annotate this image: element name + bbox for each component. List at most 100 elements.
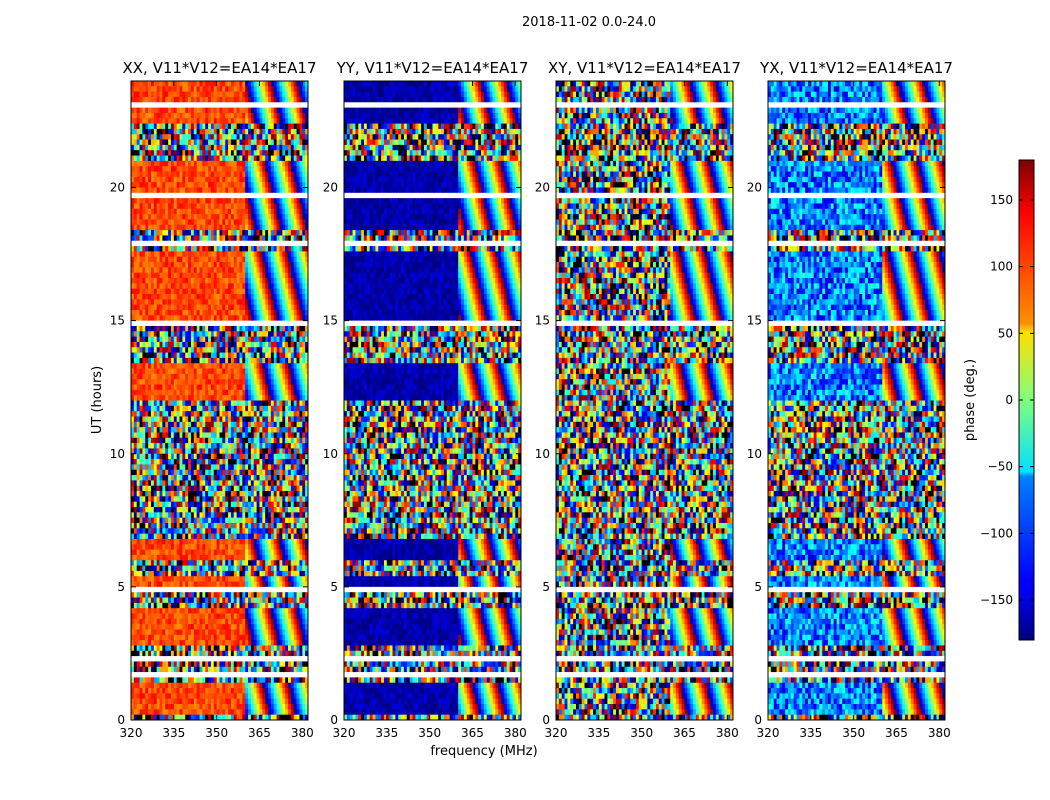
heatmap-cell xyxy=(265,262,269,268)
heatmap-cell xyxy=(290,134,295,140)
heatmap-cell xyxy=(170,240,175,247)
heatmap-cell xyxy=(213,389,218,396)
heatmap-cell xyxy=(131,309,135,316)
heatmap-cell xyxy=(179,480,183,487)
heatmap-cell xyxy=(170,320,175,327)
heatmap-cell xyxy=(299,389,303,396)
heatmap-cell xyxy=(256,283,260,290)
heatmap-cell xyxy=(156,411,160,417)
heatmap-cell xyxy=(282,325,286,332)
heatmap-cell xyxy=(173,155,178,162)
heatmap-cell xyxy=(245,118,249,125)
heatmap-cell xyxy=(259,373,263,380)
heatmap-cell xyxy=(173,107,178,114)
heatmap-cell xyxy=(279,294,283,300)
heatmap-cell xyxy=(131,208,135,215)
heatmap-cell xyxy=(305,240,309,247)
heatmap-cell xyxy=(259,411,263,417)
heatmap-cell xyxy=(239,171,243,178)
heatmap-cell xyxy=(239,283,243,290)
heatmap-cell xyxy=(202,251,206,258)
heatmap-cell xyxy=(248,107,252,114)
heatmap-cell xyxy=(216,283,220,290)
heatmap-cell xyxy=(142,384,146,391)
heatmap-cell xyxy=(199,283,203,290)
heatmap-cell xyxy=(156,389,160,396)
heatmap-cell xyxy=(233,182,238,188)
heatmap-cell xyxy=(245,208,249,215)
heatmap-cell xyxy=(142,464,146,471)
heatmap-cell xyxy=(285,464,289,471)
heatmap-cell xyxy=(213,214,218,220)
heatmap-cell xyxy=(136,491,140,497)
heatmap-cell xyxy=(196,144,200,151)
heatmap-cell xyxy=(173,336,178,343)
heatmap-cell xyxy=(159,267,163,274)
heatmap-cell xyxy=(182,251,186,258)
heatmap-cell xyxy=(230,496,235,503)
heatmap-cell xyxy=(296,485,300,492)
heatmap-cell xyxy=(165,96,169,103)
heatmap-cell xyxy=(199,224,203,231)
heatmap-cell xyxy=(276,389,280,396)
heatmap-cell xyxy=(219,480,223,487)
heatmap-cell xyxy=(262,102,266,109)
heatmap-cell xyxy=(296,400,300,407)
heatmap-cell xyxy=(236,331,240,337)
heatmap-cell xyxy=(145,480,149,487)
heatmap-cell xyxy=(185,395,189,401)
heatmap-cell xyxy=(148,91,152,98)
heatmap-cell xyxy=(153,278,158,284)
heatmap-cell xyxy=(270,128,275,135)
heatmap-cell xyxy=(236,219,240,226)
heatmap-cell xyxy=(273,139,277,146)
heatmap-cell xyxy=(279,421,283,428)
heatmap-cell xyxy=(173,251,178,258)
heatmap-cell xyxy=(213,405,218,412)
heatmap-cell xyxy=(216,214,220,220)
heatmap-cell xyxy=(276,176,280,183)
heatmap-cell xyxy=(250,437,255,444)
heatmap-cell xyxy=(228,246,232,252)
heatmap-cell xyxy=(242,411,246,417)
heatmap-cell xyxy=(165,251,169,258)
heatmap-cell xyxy=(259,139,263,146)
heatmap-cell xyxy=(162,347,166,353)
heatmap-cell xyxy=(173,240,178,247)
heatmap-cell xyxy=(170,107,175,114)
heatmap-cell xyxy=(168,208,172,215)
heatmap-cell xyxy=(148,224,152,231)
heatmap-cell xyxy=(199,320,203,327)
heatmap-cell xyxy=(242,421,246,428)
heatmap-cell xyxy=(188,299,192,306)
heatmap-cell xyxy=(139,491,143,497)
heatmap-cell xyxy=(150,246,155,252)
heatmap-cell xyxy=(202,294,206,300)
heatmap-cell xyxy=(133,320,138,327)
heatmap-cell xyxy=(179,198,183,204)
heatmap-cell xyxy=(173,315,178,322)
heatmap-cell xyxy=(276,448,280,455)
heatmap-cell xyxy=(216,384,220,391)
heatmap-cell xyxy=(270,416,275,423)
heatmap-cell xyxy=(159,432,163,439)
heatmap-cell xyxy=(182,421,186,428)
heatmap-cell xyxy=(193,171,198,178)
heatmap-cell xyxy=(202,144,206,151)
heatmap-cell xyxy=(296,288,300,295)
heatmap-cell xyxy=(190,357,195,364)
heatmap-cell xyxy=(279,144,283,151)
heatmap-cell xyxy=(233,437,238,444)
heatmap-cell xyxy=(302,304,306,311)
heatmap-cell xyxy=(290,485,295,492)
heatmap-cell xyxy=(268,86,272,93)
heatmap-cell xyxy=(265,475,269,481)
heatmap-cell xyxy=(210,176,215,183)
heatmap-cell xyxy=(205,373,209,380)
heatmap-cell xyxy=(285,171,289,178)
heatmap-cell xyxy=(250,235,255,242)
heatmap-cell xyxy=(133,357,138,364)
heatmap-cell xyxy=(145,379,149,385)
heatmap-cell xyxy=(222,432,226,439)
